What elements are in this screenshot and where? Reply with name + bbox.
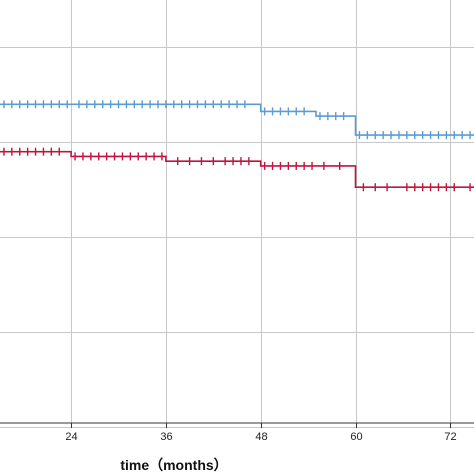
grid bbox=[0, 0, 474, 428]
x-axis-label: time（months） bbox=[120, 457, 227, 473]
x-tick-label: 36 bbox=[160, 431, 172, 443]
series-2 bbox=[0, 147, 474, 192]
x-tick-label: 24 bbox=[65, 431, 77, 443]
x-tick-label: 72 bbox=[444, 431, 456, 443]
series-layer bbox=[0, 100, 474, 192]
x-tick-label: 60 bbox=[350, 431, 362, 443]
x-axis-ticks: 24 36 48 60 72 bbox=[65, 423, 457, 443]
series-1-step-line bbox=[0, 103, 474, 136]
series-1 bbox=[0, 100, 474, 140]
x-tick-label: 48 bbox=[255, 431, 267, 443]
